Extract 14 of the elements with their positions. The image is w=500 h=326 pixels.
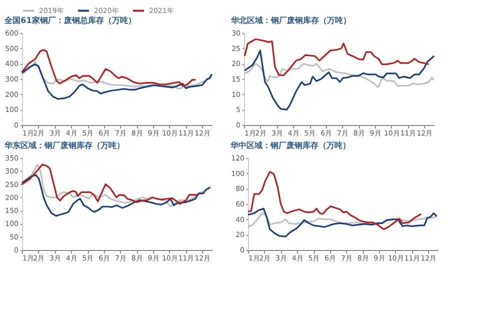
line-series bbox=[247, 171, 422, 230]
line-series bbox=[244, 62, 435, 88]
line-series bbox=[247, 212, 438, 228]
chart-title: 华东区域：钢厂废钢库存（万吨） bbox=[4, 140, 125, 150]
line-series bbox=[244, 50, 435, 110]
chart-title: 华中区域：钢厂废钢库存（万吨） bbox=[230, 140, 351, 150]
line-series bbox=[247, 208, 438, 238]
line-series bbox=[21, 64, 213, 100]
line-series bbox=[21, 174, 211, 217]
chart-title: 华北区域：钢厂废钢库存（万吨） bbox=[230, 15, 352, 25]
line-series bbox=[244, 38, 430, 76]
line-series bbox=[21, 49, 196, 87]
chart-title: 全国61家钢厂：废钢总库存（万吨） bbox=[4, 15, 136, 25]
line-series bbox=[21, 61, 213, 90]
